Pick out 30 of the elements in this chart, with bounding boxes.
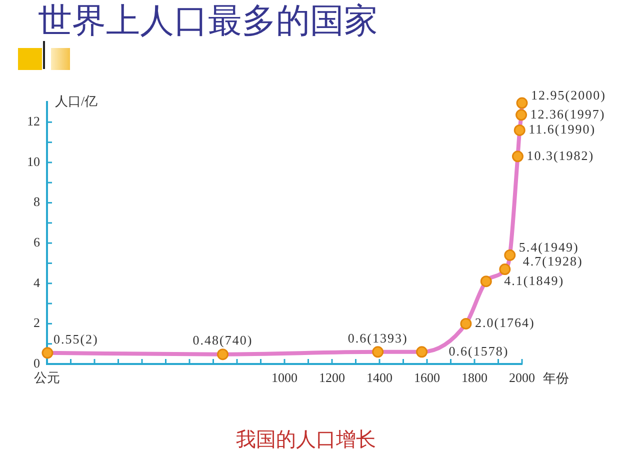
data-label: 10.3(1982)	[526, 148, 594, 163]
data-label: 0.48(740)	[192, 332, 253, 348]
x-axis-title: 年份	[543, 370, 569, 386]
data-label: 2.0(1764)	[474, 315, 535, 330]
x-tick-label: 1400	[366, 370, 392, 386]
y-tick-label: 10	[27, 154, 40, 169]
data-label: 0.6(1393)	[348, 330, 408, 346]
y-axis-title: 人口/亿	[55, 93, 98, 108]
data-label: 0.6(1578)	[448, 343, 509, 358]
y-tick-label: 6	[34, 234, 40, 250]
data-label: 5.4(1949)	[518, 240, 579, 255]
data-label: 4.1(1849)	[504, 272, 564, 288]
y-tick-label: 4	[34, 274, 40, 290]
data-label: 11.6(1990)	[528, 122, 596, 137]
data-label: 4.7(1928)	[522, 254, 583, 269]
y-tick-label: 8	[34, 194, 40, 210]
data-label: 0.55(2)	[53, 331, 98, 346]
x-tick-label: 2000	[509, 370, 535, 386]
data-label: 12.36(1997)	[530, 106, 606, 122]
data-label: 12.95(2000)	[531, 87, 606, 102]
chart-title: 世界上人口最多的国家	[38, 1, 378, 41]
x-tick-label: 1200	[319, 370, 345, 386]
x-tick-label: 1600	[414, 370, 440, 386]
y-tick-label: 0	[34, 355, 40, 370]
x-tick-label: 1000	[272, 370, 298, 386]
text: 我国的人口增长	[235, 427, 377, 451]
y-tick-label: 12	[27, 114, 40, 129]
x-tick-label: 公元	[34, 370, 60, 386]
x-tick-label: 1800	[462, 370, 488, 386]
y-tick-label: 2	[34, 315, 40, 330]
